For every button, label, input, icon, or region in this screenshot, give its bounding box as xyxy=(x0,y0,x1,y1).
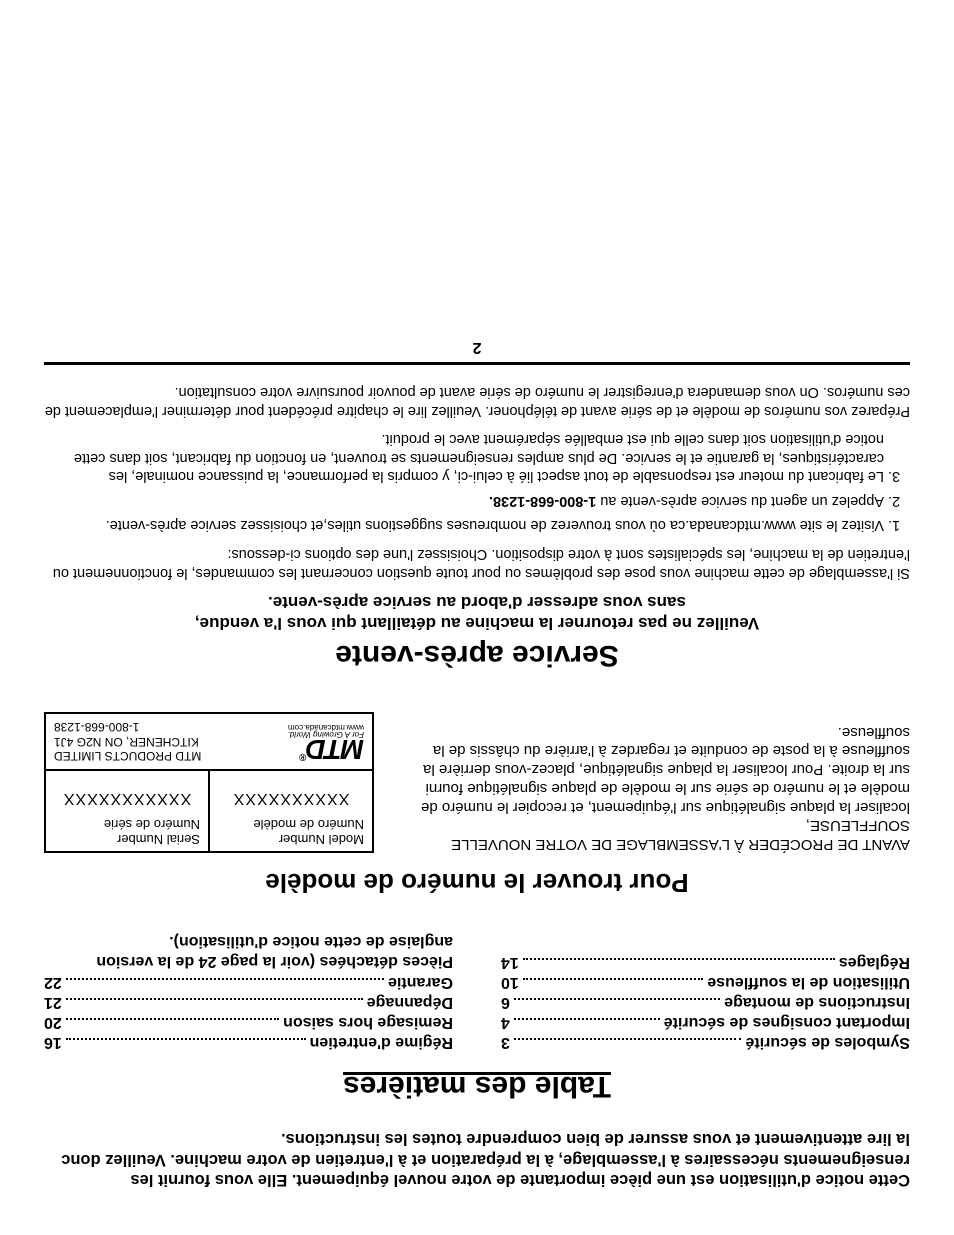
toc-note: Pièces détachées (voir la page 24 de la … xyxy=(44,932,453,970)
addr-phone: 1-800-668-1238 xyxy=(54,720,278,734)
sav-item-1: Visitez le site www.mtdcanada.ca où vous… xyxy=(44,516,884,535)
toc-label: Réglages xyxy=(839,953,910,971)
toc-dots xyxy=(523,958,835,966)
toc-row: Réglages 14 xyxy=(501,953,910,971)
sav-footer: Préparez vos numéros de modèle et de sér… xyxy=(44,383,910,420)
model-section-title: Pour trouver le numéro de modèle xyxy=(44,867,910,898)
toc-page: 20 xyxy=(44,1013,62,1031)
sav-item-2a: Appelez un agent du service après-vente … xyxy=(596,493,884,509)
toc-col-right: Régime d'entretien 16 Remisage hors sais… xyxy=(44,932,453,1050)
toc-dots xyxy=(66,998,363,1006)
plate-serial-cell: Serial Number Numéro de série XXXXXXXXXX… xyxy=(46,771,210,851)
toc-dots xyxy=(514,1018,660,1026)
toc-page: 14 xyxy=(501,953,519,971)
toc-dots xyxy=(523,978,704,986)
sav-item-2b: 1-800-668-1238. xyxy=(489,493,596,509)
toc-row: Important consignes de sécurité 4 xyxy=(501,1013,910,1031)
toc-label: Symboles de sécurité xyxy=(745,1033,910,1051)
sav-intro: Si l'assemblage de cette machine vous po… xyxy=(44,544,910,581)
plate-serial-val: XXXXXXXXXXX xyxy=(54,789,200,807)
toc-page: 3 xyxy=(501,1033,510,1051)
plate-model-en: Model Number xyxy=(218,832,364,847)
toc-label: Régime d'entretien xyxy=(310,1033,453,1051)
toc-col-left: Symboles de sécurité 3 Important consign… xyxy=(501,932,910,1050)
toc-row: Garantie 22 xyxy=(44,973,453,991)
toc-row: Utilisation de la souffleuse 10 xyxy=(501,973,910,991)
intro-paragraph: Cette notice d'utilisation est une pièce… xyxy=(44,1129,910,1191)
toc-row: Symboles de sécurité 3 xyxy=(501,1033,910,1051)
model-text: AVANT DE PROCÉDER À L'ASSEMBLAGE DE VOTR… xyxy=(406,722,910,853)
sav-item-2: Appelez un agent du service après-vente … xyxy=(44,491,884,510)
toc-dots xyxy=(66,1038,306,1046)
sav-title: Service après-vente xyxy=(44,638,910,672)
toc-label: Instructions de montage xyxy=(724,993,910,1011)
toc-label: Important consignes de sécurité xyxy=(664,1013,910,1031)
toc-label: Garantie xyxy=(388,973,453,991)
toc-title: Table des matières xyxy=(44,1069,910,1103)
toc-row: Régime d'entretien 16 xyxy=(44,1033,453,1051)
toc-page: 10 xyxy=(501,973,519,991)
sav-sub-1: Veuillez ne pas retourner la machine au … xyxy=(195,614,759,633)
toc-label: Utilisation de la souffleuse xyxy=(707,973,910,991)
toc-page: 6 xyxy=(501,993,510,1011)
toc-page: 16 xyxy=(44,1033,62,1051)
model-lead: AVANT DE PROCÉDER À L'ASSEMBLAGE DE VOTR… xyxy=(451,818,910,854)
registered-mark: ® xyxy=(300,751,306,762)
plate-model-val: XXXXXXXXXX xyxy=(218,789,364,807)
toc-page: 4 xyxy=(501,1013,510,1031)
toc-page: 22 xyxy=(44,973,62,991)
plate-serial-fr: Numéro de série xyxy=(54,817,200,832)
plate-model-fr: Numéro de modèle xyxy=(218,817,364,832)
toc-row: Remisage hors saison 20 xyxy=(44,1013,453,1031)
toc-page: 21 xyxy=(44,993,62,1011)
toc-row: Dépannage 21 xyxy=(44,993,453,1011)
brand-url: www.mtdcanada.com xyxy=(288,723,364,732)
toc-columns: Symboles de sécurité 3 Important consign… xyxy=(44,932,910,1050)
mtd-logo: MTD® For A Growing World. www.mtdcanada.… xyxy=(288,723,364,760)
sav-list: Visitez le site www.mtdcanada.ca où vous… xyxy=(44,430,910,535)
model-body: localiser la plaque signalétique sur l'é… xyxy=(421,724,910,816)
addr-line: MTD PRODUCTS LIMITED xyxy=(54,749,278,763)
addr-line: KITCHENER, ON N2G 4J1 xyxy=(54,734,278,748)
sav-sub-2: sans vous adresser d'abord au service ap… xyxy=(268,593,686,612)
toc-row: Instructions de montage 6 xyxy=(501,993,910,1011)
toc-dots xyxy=(66,1018,279,1026)
plate-address: MTD PRODUCTS LIMITED KITCHENER, ON N2G 4… xyxy=(54,720,278,763)
nameplate: Model Number Numéro de modèle XXXXXXXXXX… xyxy=(44,712,374,853)
page-number: 2 xyxy=(44,338,910,356)
toc-label: Remisage hors saison xyxy=(283,1013,453,1031)
plate-serial-en: Serial Number xyxy=(54,832,200,847)
toc-dots xyxy=(66,978,384,986)
toc-dots xyxy=(514,998,720,1006)
toc-label: Dépannage xyxy=(367,993,453,1011)
plate-model-cell: Model Number Numéro de modèle XXXXXXXXXX xyxy=(210,771,372,851)
sav-item-3: Le fabricant du moteur est responsable d… xyxy=(44,430,884,486)
toc-dots xyxy=(514,1038,742,1046)
footer-rule xyxy=(44,362,910,365)
